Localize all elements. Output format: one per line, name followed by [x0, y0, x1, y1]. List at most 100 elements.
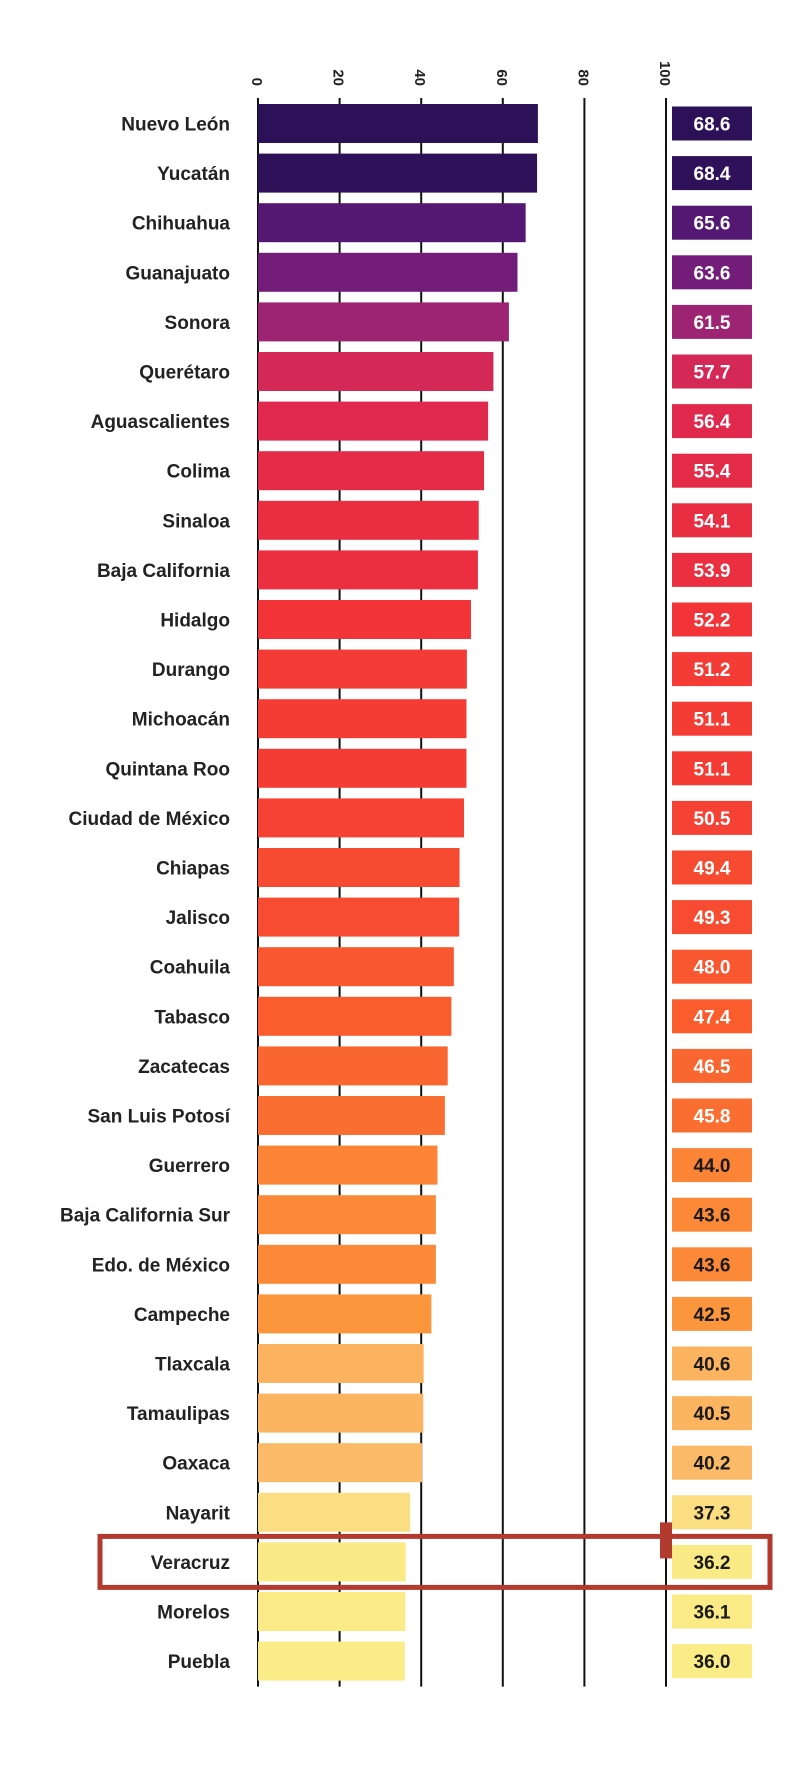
bar: [258, 1592, 406, 1631]
bar: [258, 600, 471, 639]
data-label: 49.4: [694, 859, 731, 880]
category-label: Tamaulipas: [127, 1404, 230, 1425]
value-box: [672, 1594, 752, 1629]
data-label: 68.6: [694, 115, 731, 136]
bar: [258, 302, 509, 342]
bar: [258, 1393, 424, 1433]
bar: [258, 1294, 432, 1334]
bar: [258, 897, 460, 937]
category-label: Nayarit: [166, 1503, 231, 1524]
x-tick-label: 80: [574, 69, 591, 86]
bar: [258, 1344, 424, 1383]
highlight-box: [97, 1533, 773, 1590]
value-box: [672, 1098, 752, 1133]
x-tick-label: 40: [411, 69, 428, 86]
data-label: 53.9: [694, 561, 731, 582]
category-label: Michoacán: [132, 710, 230, 731]
data-label: 56.4: [694, 412, 731, 433]
bar: [258, 1096, 445, 1135]
value-box: [672, 453, 752, 488]
category-label: Durango: [152, 660, 230, 681]
category-label: Puebla: [168, 1652, 231, 1673]
category-label: Baja California Sur: [60, 1206, 231, 1227]
category-label: Ciudad de México: [68, 809, 230, 830]
value-box: [672, 552, 752, 587]
category-label: Coahuila: [150, 958, 231, 979]
value-box: [672, 304, 752, 339]
value-box: [672, 1495, 752, 1530]
category-label: Yucatán: [157, 164, 230, 185]
value-box: [672, 1544, 752, 1579]
bar: [258, 699, 467, 739]
data-label: 48.0: [694, 958, 731, 979]
value-box: [672, 1644, 752, 1679]
data-label: 45.8: [694, 1107, 731, 1128]
value-box: [672, 1445, 752, 1480]
bar: [258, 550, 478, 590]
bar: [258, 848, 460, 887]
data-label: 36.1: [694, 1603, 731, 1624]
category-label: Jalisco: [166, 908, 230, 929]
data-label: 42.5: [694, 1305, 731, 1326]
bar: [258, 352, 494, 391]
bar: [258, 1145, 438, 1185]
value-box: [672, 900, 752, 935]
data-label: 40.6: [694, 1355, 731, 1376]
category-label: Chiapas: [156, 859, 230, 880]
data-label: 51.1: [694, 710, 731, 731]
data-label: 44.0: [694, 1156, 731, 1177]
category-label: Tlaxcala: [155, 1355, 230, 1376]
bar: [258, 649, 467, 689]
x-tick-label: 20: [330, 69, 347, 86]
data-label: 57.7: [694, 363, 731, 384]
category-label: Tabasco: [154, 1007, 230, 1028]
data-label: 43.6: [694, 1206, 731, 1227]
value-box: [672, 1396, 752, 1431]
value-box: [672, 751, 752, 786]
value-box: [672, 850, 752, 885]
data-label: 50.5: [694, 809, 731, 830]
value-box: [672, 1148, 752, 1183]
bar: [258, 748, 467, 788]
reference-marker: [660, 1522, 672, 1559]
value-box: [672, 1346, 752, 1381]
bar: [258, 104, 538, 143]
bar: [258, 203, 526, 243]
data-label: 40.5: [694, 1404, 731, 1425]
category-label: Oaxaca: [162, 1454, 230, 1475]
bar: [258, 1492, 411, 1532]
bar: [258, 1443, 423, 1483]
bar: [258, 947, 454, 987]
data-label: 65.6: [694, 214, 731, 235]
category-label: Aguascalientes: [91, 412, 230, 433]
data-label: 51.1: [694, 759, 731, 780]
value-box: [672, 106, 752, 141]
value-box: [672, 1247, 752, 1282]
value-box: [672, 1048, 752, 1083]
data-label: 61.5: [694, 313, 731, 334]
data-label: 47.4: [694, 1007, 731, 1028]
category-label: Baja California: [97, 561, 230, 582]
value-box: [672, 800, 752, 835]
x-tick-label: 0: [248, 78, 265, 86]
data-label: 36.2: [694, 1553, 731, 1574]
bar: [258, 1542, 406, 1582]
category-label: San Luis Potosí: [87, 1107, 230, 1128]
data-label: 37.3: [694, 1503, 731, 1524]
data-label: 36.0: [694, 1652, 731, 1673]
value-box: [672, 602, 752, 637]
value-box: [672, 652, 752, 687]
category-label: Guerrero: [149, 1156, 230, 1177]
category-label: Chihuahua: [132, 214, 231, 235]
value-box: [672, 1296, 752, 1331]
value-box: [672, 701, 752, 736]
category-label: Querétaro: [139, 363, 230, 384]
value-box: [672, 999, 752, 1034]
data-label: 51.2: [694, 660, 731, 681]
bar: [258, 798, 465, 838]
value-box: [672, 156, 752, 191]
data-label: 52.2: [694, 611, 731, 632]
category-label: Hidalgo: [160, 611, 230, 632]
bar: [258, 1046, 448, 1086]
